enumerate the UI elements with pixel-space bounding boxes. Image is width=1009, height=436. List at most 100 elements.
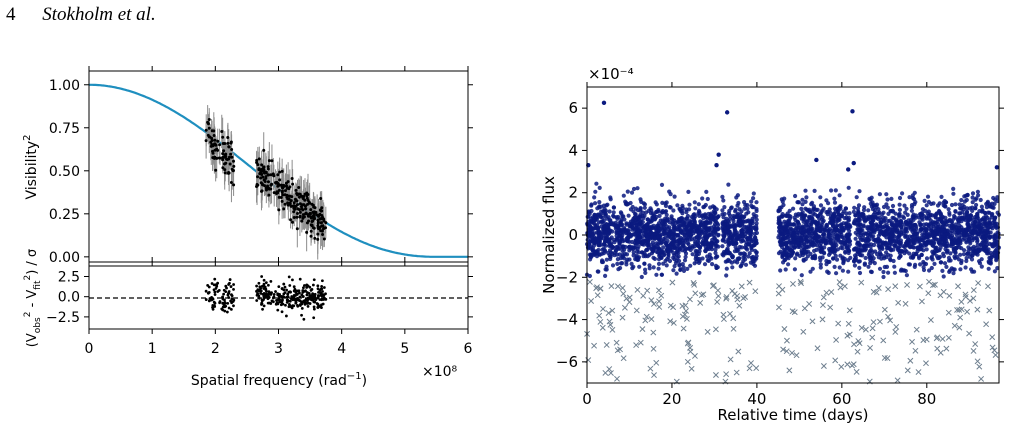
flux-point bbox=[754, 200, 759, 205]
rejected-point bbox=[827, 304, 834, 311]
rejected-point bbox=[838, 363, 845, 370]
visibility-point bbox=[226, 141, 230, 145]
flux-point bbox=[884, 243, 889, 248]
flux-point bbox=[934, 254, 940, 259]
flux-point bbox=[647, 263, 652, 268]
flux-point bbox=[682, 258, 688, 263]
visibility-point bbox=[262, 171, 266, 175]
visibility-point bbox=[310, 202, 314, 206]
visibility-point bbox=[208, 135, 212, 139]
visibility-point bbox=[267, 193, 271, 197]
flux-point bbox=[588, 257, 593, 262]
flux-point bbox=[680, 203, 685, 208]
flux-point bbox=[627, 248, 632, 253]
lightcurve-ytick-label: −4 bbox=[556, 311, 578, 329]
flux-point bbox=[809, 202, 814, 207]
visibility-point bbox=[264, 176, 268, 180]
flux-point bbox=[651, 248, 656, 253]
flux-point bbox=[792, 245, 797, 250]
rejected-point bbox=[619, 285, 626, 291]
flux-point bbox=[672, 253, 677, 258]
flux-point bbox=[625, 189, 630, 194]
flux-point bbox=[782, 196, 787, 201]
flux-point bbox=[837, 265, 842, 270]
residual-point bbox=[211, 305, 214, 309]
flux-point bbox=[716, 233, 721, 238]
flux-point bbox=[908, 223, 913, 228]
visibility-point bbox=[281, 193, 285, 197]
flux-point bbox=[868, 248, 873, 254]
flux-point bbox=[726, 182, 731, 187]
flux-point bbox=[734, 241, 739, 246]
flux-point bbox=[835, 236, 840, 241]
flux-point bbox=[878, 231, 883, 236]
flux-point bbox=[753, 248, 758, 253]
flux-point bbox=[993, 215, 998, 220]
flux-point bbox=[642, 223, 648, 229]
rejected-point bbox=[609, 307, 616, 314]
rejected-point bbox=[688, 365, 695, 372]
visibility-point bbox=[283, 202, 287, 206]
flux-point bbox=[696, 211, 701, 216]
flux-point bbox=[846, 185, 851, 190]
running-authors: Stokholm et al. bbox=[42, 4, 156, 25]
visibility-point bbox=[221, 158, 225, 162]
rejected-point bbox=[781, 326, 788, 332]
flux-point bbox=[792, 267, 798, 272]
flux-point bbox=[709, 241, 714, 246]
flux-point bbox=[697, 259, 702, 264]
flux-point bbox=[973, 229, 978, 234]
flux-point bbox=[638, 226, 643, 231]
rejected-point bbox=[647, 365, 654, 372]
flux-point bbox=[803, 188, 808, 193]
visibility-point bbox=[204, 139, 208, 143]
flux-point bbox=[708, 213, 713, 219]
flux-point bbox=[703, 248, 708, 253]
rejected-point bbox=[633, 307, 640, 314]
flux-point bbox=[853, 253, 858, 258]
flux-point bbox=[630, 225, 636, 230]
flux-point bbox=[714, 265, 719, 270]
residual-point bbox=[320, 306, 323, 309]
flux-point bbox=[702, 262, 708, 267]
visibility-ytick-label: 0.00 bbox=[49, 250, 80, 266]
visibility-point bbox=[211, 149, 215, 153]
flux-point bbox=[847, 239, 853, 244]
residual-point bbox=[212, 300, 216, 304]
flux-point bbox=[843, 206, 849, 211]
rejected-point bbox=[983, 321, 990, 328]
visibility-point bbox=[224, 161, 228, 165]
rejected-point bbox=[957, 314, 964, 321]
flux-point bbox=[973, 206, 978, 211]
rejected-point bbox=[937, 349, 944, 356]
residual-point bbox=[290, 295, 294, 298]
rejected-point bbox=[885, 313, 891, 320]
flux-point bbox=[978, 242, 983, 247]
flux-point bbox=[938, 212, 943, 217]
flux-point bbox=[606, 239, 611, 244]
flux-point bbox=[950, 235, 956, 240]
flux-point bbox=[604, 267, 609, 272]
flux-point bbox=[962, 236, 967, 241]
flux-point bbox=[589, 237, 594, 242]
residual-point bbox=[285, 288, 288, 292]
flux-point bbox=[594, 181, 599, 186]
flux-point bbox=[985, 200, 990, 206]
residual-point bbox=[268, 291, 271, 295]
rejected-point bbox=[945, 334, 952, 341]
residual-point bbox=[260, 301, 264, 305]
residual-point bbox=[309, 294, 313, 297]
flux-point bbox=[897, 232, 902, 237]
residual-point bbox=[282, 282, 286, 286]
flux-point bbox=[802, 217, 807, 222]
flux-point bbox=[659, 248, 665, 253]
visibility-point bbox=[295, 203, 299, 207]
flux-point bbox=[671, 268, 676, 273]
flux-point bbox=[618, 261, 624, 266]
flux-point bbox=[592, 195, 597, 200]
flux-point bbox=[585, 214, 590, 219]
flux-point bbox=[978, 218, 983, 223]
rejected-point bbox=[956, 306, 963, 313]
flux-point bbox=[826, 259, 831, 264]
rejected-point bbox=[730, 325, 737, 332]
